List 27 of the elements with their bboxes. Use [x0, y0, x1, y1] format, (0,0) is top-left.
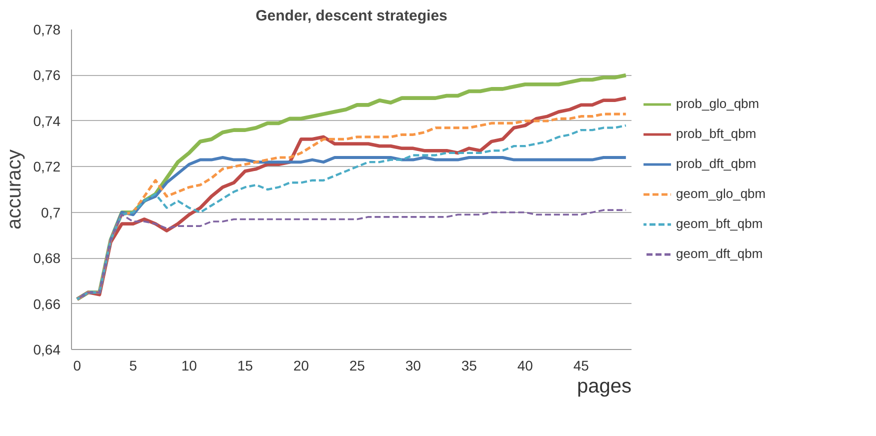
x-tick-label: 10 [181, 358, 198, 374]
x-tick-label: 15 [237, 358, 254, 374]
y-tick-label: 0,78 [33, 22, 61, 38]
x-axis-title: pages [577, 376, 632, 398]
legend-label: prob_bft_qbm [676, 126, 756, 141]
y-tick-label: 0,76 [33, 67, 61, 84]
y-tick-label: 0,66 [33, 296, 61, 312]
x-tick-label: 20 [293, 358, 310, 374]
y-tick-label: 0,68 [33, 250, 61, 266]
x-tick-label: 40 [517, 358, 534, 374]
x-tick-label: 35 [461, 358, 478, 374]
legend-label: prob_glo_qbm [676, 96, 760, 111]
y-tick-label: 0,74 [33, 112, 61, 129]
x-tick-label: 45 [573, 358, 590, 374]
x-tick-label: 0 [73, 358, 82, 374]
legend-label: geom_bft_qbm [676, 216, 763, 231]
legend-label: geom_dft_qbm [676, 246, 763, 261]
y-tick-label: 0,64 [33, 342, 61, 358]
legend-label: prob_dft_qbm [676, 156, 756, 171]
x-tick-label: 5 [129, 358, 138, 374]
chart-title: Gender, descent strategies [256, 8, 448, 24]
y-tick-label: 0,7 [41, 204, 61, 220]
y-tick-label: 0,72 [33, 158, 61, 175]
legend-label: geom_glo_qbm [676, 186, 766, 201]
y-axis-title: accuracy [3, 149, 26, 230]
x-tick-label: 25 [349, 358, 366, 374]
x-tick-label: 30 [405, 358, 422, 374]
